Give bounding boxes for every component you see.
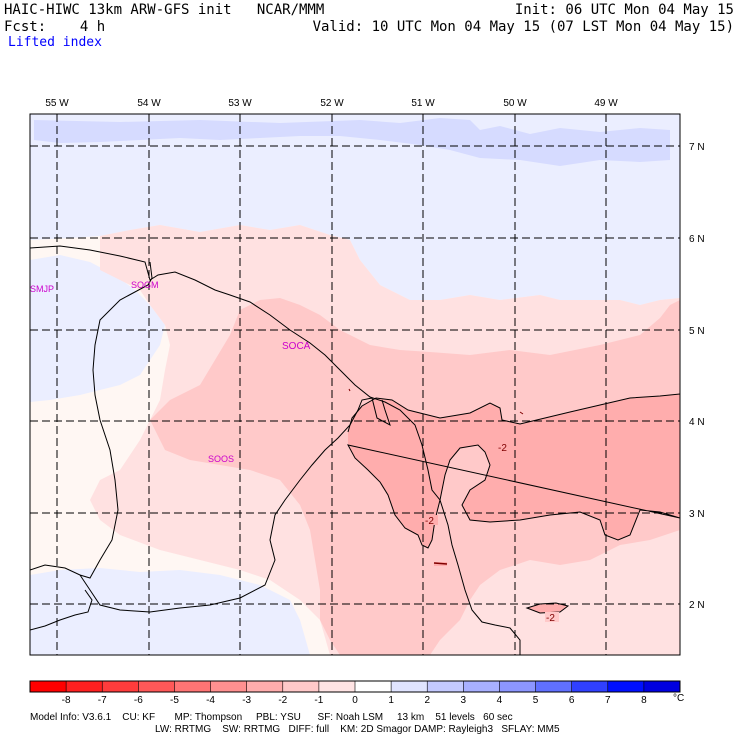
colorbar-tick-label: 1	[388, 695, 394, 706]
colorbar-tick-label: 5	[533, 695, 539, 706]
field-name: Lifted index	[8, 35, 102, 50]
colorbar-swatch	[66, 681, 103, 692]
colorbar-tick-label: 8	[641, 695, 647, 706]
colorbar-tick-label: -3	[242, 695, 251, 706]
colorbar-tick-label: -1	[314, 695, 323, 706]
contour-label-bg	[424, 515, 438, 525]
graticule	[30, 114, 680, 655]
colorbar-tick-label: 7	[605, 695, 611, 706]
colorbar-swatch	[138, 681, 175, 692]
lat-label-group: 7 N 6 N 5 N 4 N 3 N 2 N	[689, 142, 705, 611]
colorbar-swatch	[30, 681, 67, 692]
station-sogm: SOGM	[131, 280, 159, 290]
colorbar-swatch	[571, 681, 609, 692]
lon-label: 51 W	[411, 98, 435, 109]
colorbar-swatch	[535, 681, 573, 692]
model-info-line1: Model Info: V3.6.1 CU: KF MP: Thompson P…	[30, 712, 513, 723]
colorbar-swatch	[391, 681, 428, 692]
field-positive-west	[30, 255, 165, 402]
colorbar	[29, 680, 681, 693]
colorbar-tick-label: -8	[62, 695, 71, 706]
lat-label: 7 N	[689, 142, 705, 153]
colorbar-swatch	[318, 681, 356, 692]
lon-label: 49 W	[594, 98, 618, 109]
colorbar-ticks: -8 -7 -6 -5 -4 -3 -2 -1 0 1 2 3 4 5 6 7 8	[62, 695, 647, 706]
contour-label-bg	[545, 612, 559, 622]
colorbar-swatch	[355, 681, 392, 692]
contour-small-marks	[348, 388, 524, 415]
colorbar-tick-label: 0	[352, 695, 358, 706]
valid-time: Valid: 10 UTC Mon 04 May 15 (07 LST Mon …	[312, 19, 734, 35]
field-neg3-central	[348, 394, 680, 548]
contour-minus2-dot	[433, 562, 448, 565]
colorbar-unit: °C	[673, 693, 685, 704]
lat-label: 3 N	[689, 509, 705, 520]
field-positive-north	[30, 114, 680, 305]
init-time: Init: 06 UTC Mon 04 May 15	[514, 2, 734, 18]
border-suriname-brazil	[79, 397, 391, 613]
lifted-index-field	[30, 114, 680, 655]
border-guyana-brazil	[30, 589, 93, 631]
field-positive-top-band	[34, 118, 670, 166]
colorbar-swatch	[102, 681, 139, 692]
lat-label: 2 N	[689, 600, 705, 611]
colorbar-tick-label: -5	[170, 695, 179, 706]
colorbar-tick-label: 2	[424, 695, 430, 706]
station-label-group: SMJP SOGM SOCA SOOS	[30, 280, 311, 464]
colorbar-swatch	[174, 681, 212, 692]
lat-label: 5 N	[689, 326, 705, 337]
colorbar-swatch	[427, 681, 464, 692]
colorbar-swatch	[210, 681, 248, 692]
colorbar-tick-label: 6	[569, 695, 575, 706]
station-smjp: SMJP	[30, 284, 54, 294]
lat-label: 4 N	[689, 417, 705, 428]
contour-label-group: -2 -2 -2	[424, 442, 559, 624]
contour-label: -2	[498, 443, 507, 454]
station-soos: SOOS	[208, 454, 234, 464]
colorbar-tick-label: 4	[497, 695, 503, 706]
lon-label: 55 W	[45, 98, 69, 109]
lon-label: 54 W	[137, 98, 161, 109]
map-frame	[29, 113, 681, 656]
field-neg3-patch-south	[527, 603, 568, 613]
contour-minus2-central	[347, 393, 680, 549]
colorbar-tick-label: 3	[461, 695, 467, 706]
coastline	[30, 245, 521, 655]
station-soca: SOCA	[282, 341, 311, 352]
colorbar-tick-label: -4	[206, 695, 215, 706]
lon-label: 50 W	[503, 98, 527, 109]
lon-label: 53 W	[228, 98, 252, 109]
colorbar-swatch	[246, 681, 284, 692]
colorbar-tick-label: -2	[278, 695, 287, 706]
colorbar-swatch	[282, 681, 320, 692]
model-info-line2: LW: RRTMG SW: RRTMG DIFF: full KM: 2D Sm…	[155, 724, 560, 735]
colorbar-swatch	[499, 681, 537, 692]
colorbar-tick-label: -7	[98, 695, 107, 706]
contour-label: -2	[546, 613, 555, 624]
colorbar-swatch	[607, 681, 645, 692]
forecast-hour: Fcst: 4 h	[4, 19, 106, 35]
contour-label: -2	[425, 516, 434, 527]
model-title: HAIC-HIWC 13km ARW-GFS init NCAR/MMM	[4, 2, 325, 18]
lon-label-group: 55 W 54 W 53 W 52 W 51 W 50 W 49 W	[45, 98, 618, 109]
lon-label: 52 W	[320, 98, 344, 109]
colorbar-swatch	[643, 681, 681, 692]
contour-label-bg	[497, 442, 511, 452]
colorbar-tick-label: -6	[134, 695, 143, 706]
colorbar-swatch	[463, 681, 500, 692]
lat-label: 6 N	[689, 234, 705, 245]
